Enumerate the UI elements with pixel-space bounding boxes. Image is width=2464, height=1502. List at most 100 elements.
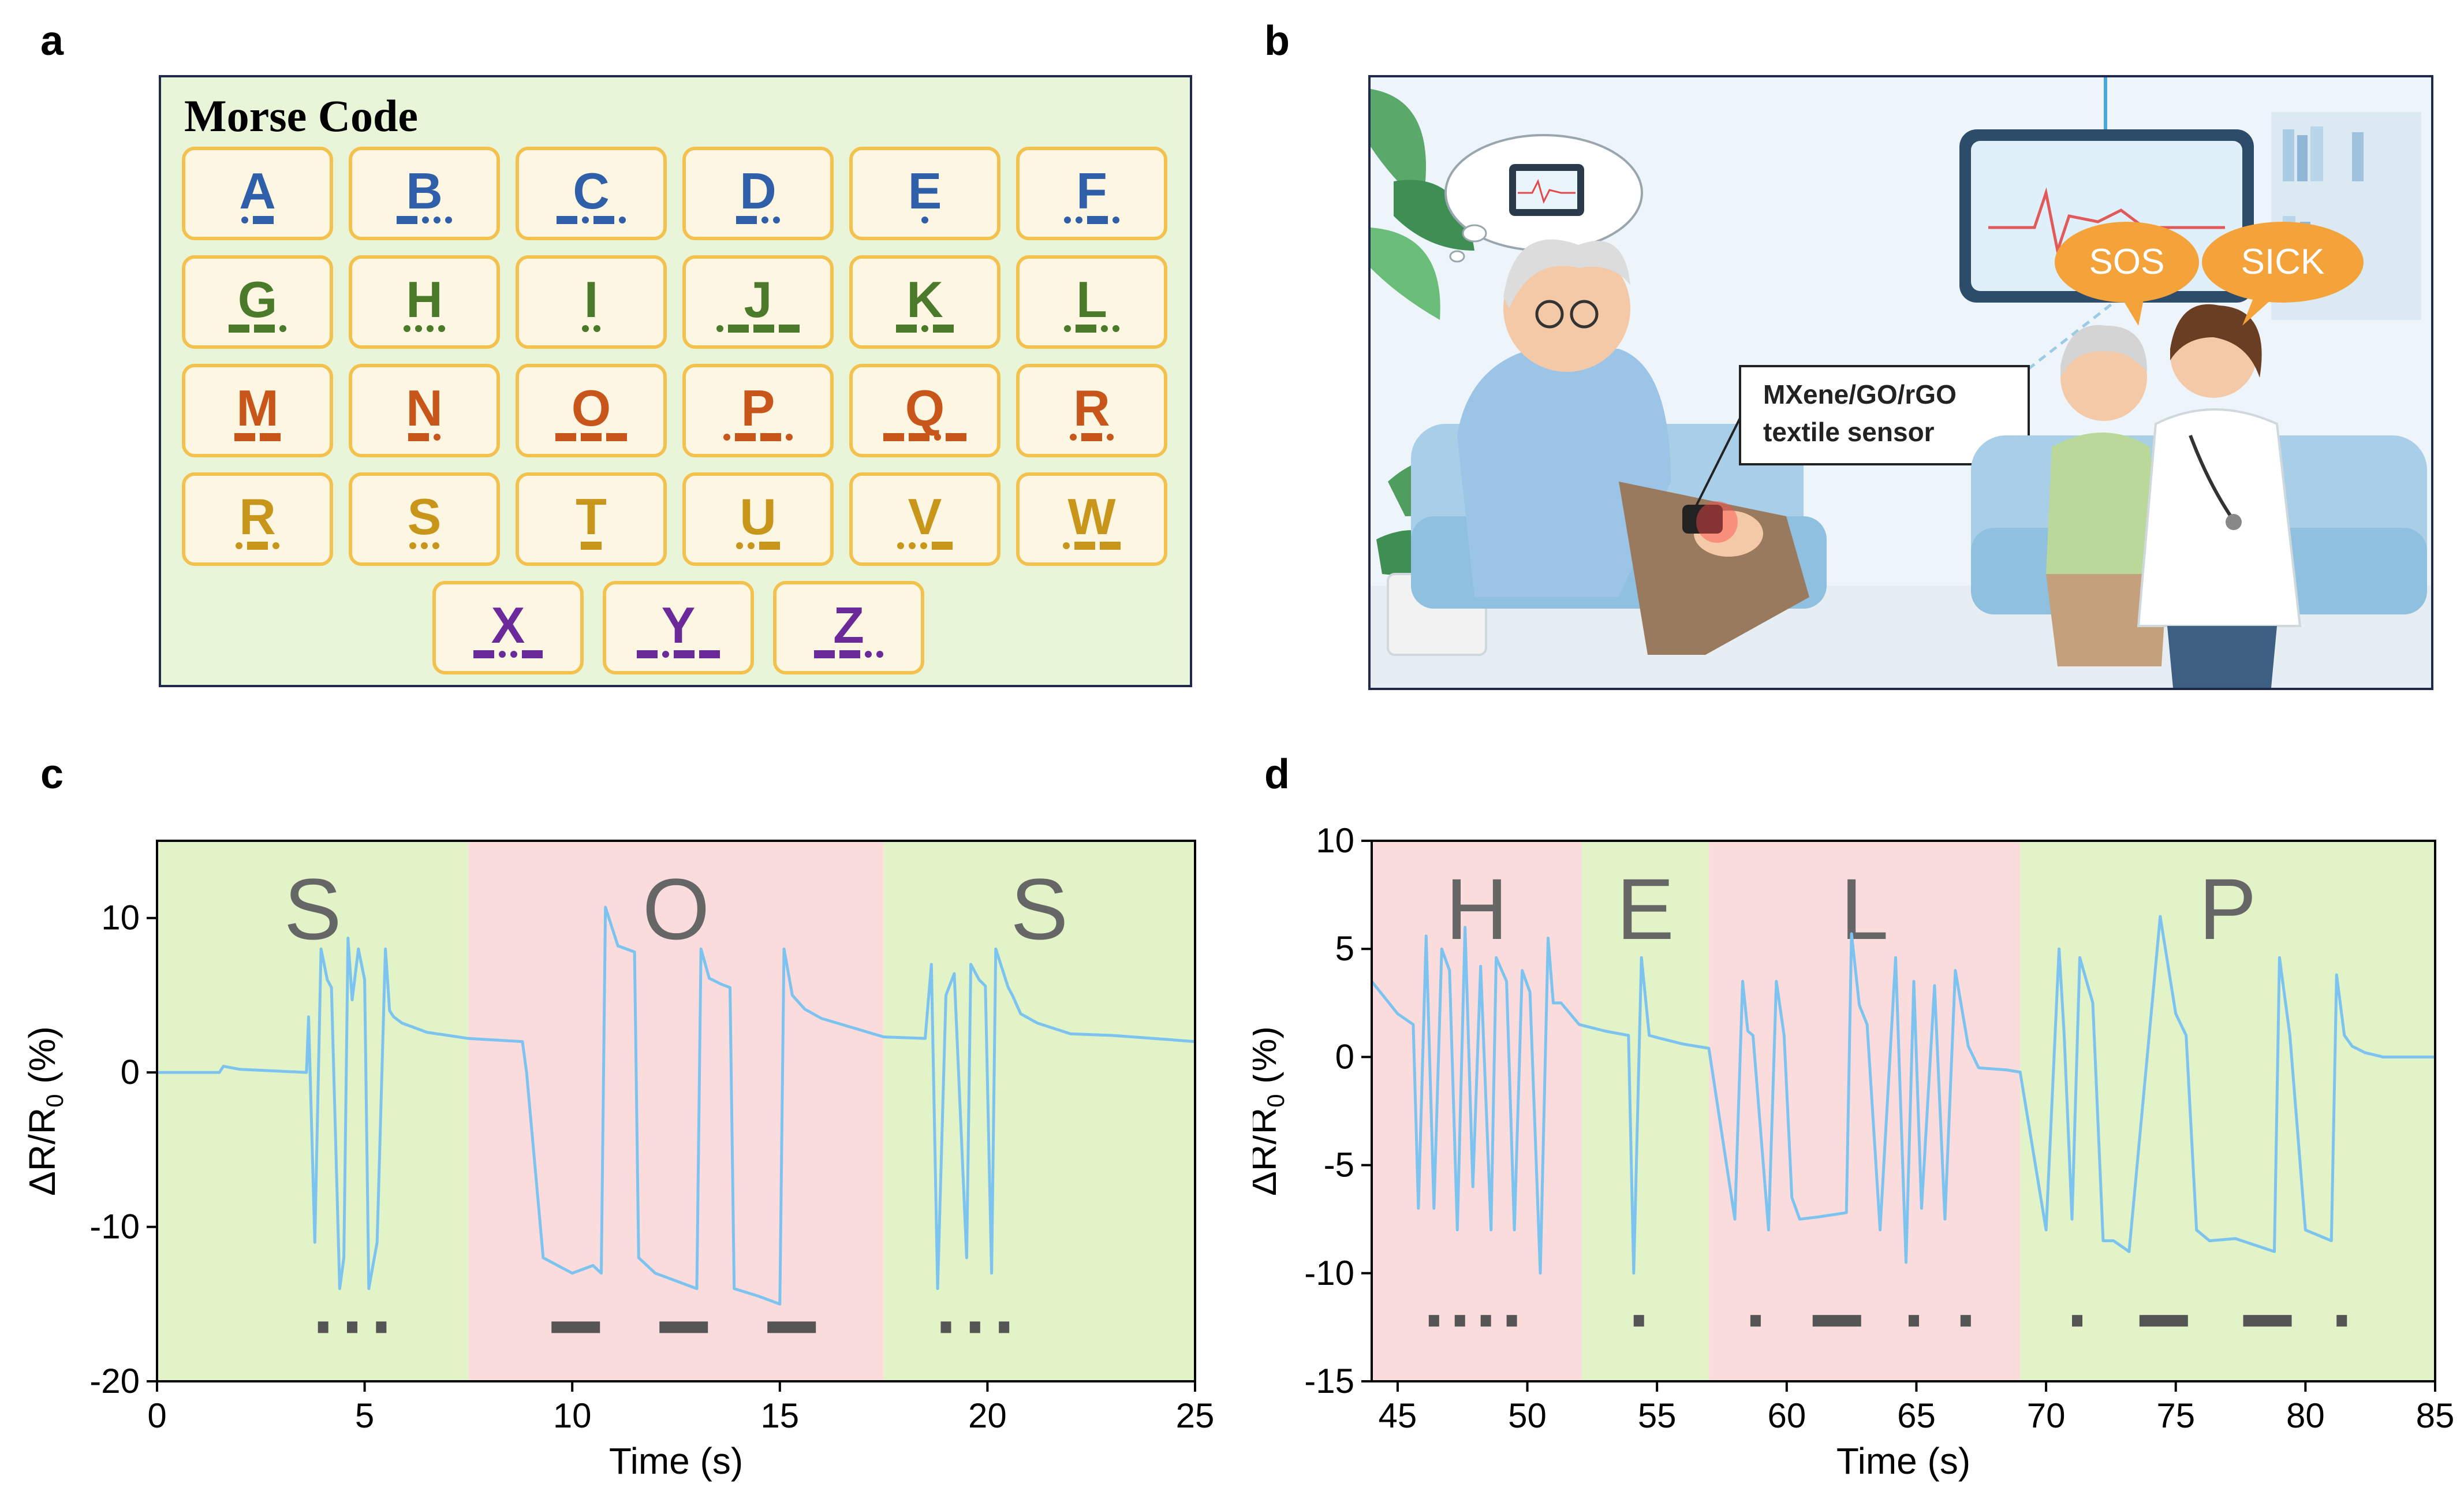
morse-code-symbols [686, 541, 830, 551]
morse-dot-mark [1506, 1315, 1517, 1327]
region-bg [1581, 841, 1709, 1381]
morse-code-symbols [352, 215, 496, 225]
morse-code-symbols [686, 432, 830, 442]
morse-key-r: R [1016, 364, 1167, 457]
morse-dash [260, 433, 281, 441]
x-tick-label: 5 [355, 1396, 374, 1435]
morse-code-symbols [185, 432, 330, 442]
morse-dash [933, 325, 954, 333]
y-tick-label: 0 [121, 1053, 140, 1091]
morse-dot-mark [1454, 1315, 1465, 1327]
morse-dot [1064, 217, 1071, 223]
morse-key-e: E [849, 147, 1000, 240]
morse-dot [445, 217, 452, 223]
morse-dot [241, 217, 248, 223]
x-tick-label: 75 [2156, 1396, 2195, 1435]
morse-dot [920, 542, 927, 549]
morse-dash [946, 433, 966, 441]
morse-dash [1087, 216, 1108, 224]
morse-dot [434, 217, 440, 223]
morse-letter: P [741, 379, 775, 437]
y-axis-label-sub: 0 [41, 1094, 68, 1107]
morse-dash [736, 216, 757, 224]
morse-dash [1100, 542, 1121, 550]
y-axis-label-sub: 0 [1262, 1094, 1289, 1107]
region-letter: P [2199, 860, 2257, 957]
morse-dot [422, 217, 429, 223]
morse-dot-mark [999, 1321, 1010, 1333]
morse-dash [557, 216, 577, 224]
morse-code-symbols [185, 215, 330, 225]
morse-dot [716, 325, 723, 332]
morse-letter: Q [905, 379, 945, 437]
panel-label-d: d [1264, 751, 1290, 797]
x-tick-label: 45 [1379, 1396, 1417, 1435]
x-tick-label: 20 [968, 1396, 1007, 1435]
morse-letter: M [236, 379, 279, 437]
morse-key-z: Z [773, 581, 924, 674]
morse-code-symbols [853, 323, 997, 334]
morse-dot [434, 434, 440, 441]
morse-dot [272, 542, 279, 549]
morse-key-n: N [349, 364, 500, 457]
morse-code-symbols [352, 323, 496, 334]
morse-letter: H [406, 271, 443, 328]
morse-dot [421, 542, 428, 549]
bubble-sos: SOS [2055, 222, 2199, 326]
morse-dot [1112, 325, 1119, 332]
morse-key-j: J [682, 255, 834, 349]
region-bg [157, 841, 469, 1381]
morse-dot [865, 651, 872, 658]
morse-dot [909, 542, 916, 549]
morse-dot [236, 542, 242, 549]
morse-key-k: K [849, 255, 1000, 349]
morse-dot-mark [1633, 1315, 1644, 1327]
morse-dot [662, 651, 669, 658]
morse-key-l: L [1016, 255, 1167, 349]
sensor-label-line1: MXene/GO/rGO [1763, 379, 1957, 409]
panel-label-b: b [1264, 18, 1290, 64]
y-tick-label: 10 [101, 899, 140, 937]
morse-letter: Z [833, 597, 864, 654]
y-tick-label: -10 [89, 1207, 140, 1246]
grandma-and-doctor [1971, 304, 2427, 688]
morse-dot [934, 434, 941, 441]
x-tick-label: 80 [2286, 1396, 2325, 1435]
morse-dot [1064, 325, 1071, 332]
morse-letter: L [1076, 271, 1107, 328]
x-axis-label: Time (s) [1836, 1440, 1970, 1482]
x-tick-label: 60 [1767, 1396, 1806, 1435]
morse-dot [1063, 542, 1070, 549]
morse-dot-mark [1480, 1315, 1491, 1327]
morse-dot [1076, 217, 1082, 223]
y-axis-label: ΔR/R0 (%) [23, 1026, 68, 1196]
morse-key-t: T [516, 472, 667, 566]
morse-letter: X [491, 597, 525, 654]
morse-dash [839, 650, 860, 658]
x-tick-label: 70 [2027, 1396, 2066, 1435]
morse-letter: Y [661, 597, 696, 654]
morse-dot [510, 651, 517, 658]
y-tick-label: -5 [1324, 1146, 1354, 1184]
morse-code-symbols [519, 432, 663, 442]
morse-dot [1101, 325, 1108, 332]
morse-dash [593, 216, 614, 224]
morse-dot-mark [969, 1321, 980, 1333]
morse-key-g: G [182, 255, 333, 349]
region-letter: O [643, 860, 710, 957]
morse-code-symbols [1020, 432, 1164, 442]
morse-key-y: Y [603, 581, 754, 674]
morse-code-symbols [1020, 323, 1164, 334]
morse-dash [253, 216, 274, 224]
morse-dot-mark [376, 1321, 387, 1333]
y-axis-label-main: ΔR/R [1253, 1108, 1284, 1196]
morse-key-w: W [1016, 472, 1167, 566]
morse-dash-mark [659, 1321, 708, 1333]
series-line [157, 905, 1196, 1306]
morse-dash [753, 325, 774, 333]
morse-dot [1070, 434, 1077, 441]
morse-dash [234, 433, 255, 441]
morse-dot [786, 434, 793, 441]
morse-letter: I [584, 271, 599, 328]
y-tick-label: -20 [89, 1362, 140, 1400]
